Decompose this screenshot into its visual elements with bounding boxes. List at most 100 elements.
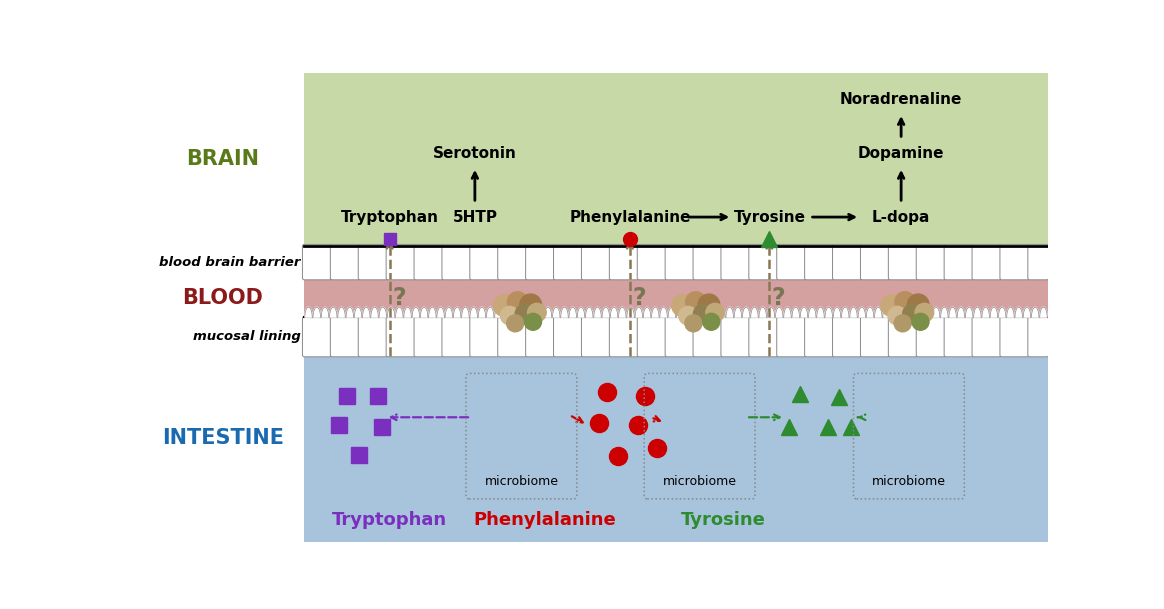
Polygon shape	[379, 308, 386, 317]
Polygon shape	[428, 308, 436, 317]
Polygon shape	[436, 308, 445, 317]
FancyBboxPatch shape	[498, 317, 527, 357]
FancyBboxPatch shape	[609, 244, 639, 280]
Circle shape	[520, 294, 541, 315]
Circle shape	[911, 313, 929, 330]
Polygon shape	[305, 308, 312, 317]
Polygon shape	[577, 308, 584, 317]
Circle shape	[694, 304, 714, 324]
Polygon shape	[718, 308, 725, 317]
Polygon shape	[734, 308, 741, 317]
Circle shape	[894, 315, 911, 332]
Polygon shape	[346, 308, 354, 317]
Polygon shape	[470, 308, 477, 317]
Polygon shape	[313, 308, 320, 317]
FancyBboxPatch shape	[832, 244, 863, 280]
Text: ?: ?	[392, 286, 406, 310]
Polygon shape	[908, 308, 915, 317]
Polygon shape	[553, 308, 560, 317]
Circle shape	[684, 315, 702, 332]
Polygon shape	[321, 308, 328, 317]
Polygon shape	[445, 308, 453, 317]
Text: microbiome: microbiome	[484, 475, 559, 488]
Circle shape	[525, 313, 541, 330]
Bar	[304, 279, 1048, 317]
Circle shape	[902, 304, 923, 324]
Polygon shape	[561, 308, 568, 317]
Polygon shape	[974, 308, 981, 317]
Polygon shape	[792, 308, 800, 317]
FancyBboxPatch shape	[748, 317, 779, 357]
Polygon shape	[767, 308, 775, 317]
FancyBboxPatch shape	[359, 317, 388, 357]
Polygon shape	[602, 308, 610, 317]
FancyBboxPatch shape	[582, 317, 611, 357]
Circle shape	[703, 313, 719, 330]
Polygon shape	[519, 308, 527, 317]
Polygon shape	[535, 308, 544, 317]
FancyBboxPatch shape	[721, 244, 751, 280]
Text: 5HTP: 5HTP	[453, 209, 497, 225]
Polygon shape	[1039, 308, 1048, 317]
Text: L-dopa: L-dopa	[872, 209, 930, 225]
Polygon shape	[585, 308, 592, 317]
Text: ?: ?	[772, 286, 786, 310]
FancyBboxPatch shape	[916, 244, 945, 280]
Polygon shape	[1023, 308, 1030, 317]
FancyBboxPatch shape	[414, 317, 443, 357]
FancyBboxPatch shape	[359, 244, 388, 280]
Polygon shape	[618, 308, 626, 317]
FancyBboxPatch shape	[331, 317, 360, 357]
FancyBboxPatch shape	[665, 317, 695, 357]
FancyBboxPatch shape	[776, 244, 807, 280]
Circle shape	[698, 294, 719, 315]
Circle shape	[907, 294, 929, 315]
Polygon shape	[957, 308, 965, 317]
Polygon shape	[817, 308, 824, 317]
FancyBboxPatch shape	[414, 244, 443, 280]
Polygon shape	[652, 308, 659, 317]
FancyBboxPatch shape	[554, 317, 583, 357]
Polygon shape	[743, 308, 750, 317]
FancyBboxPatch shape	[888, 244, 917, 280]
Text: BRAIN: BRAIN	[186, 149, 260, 169]
Text: Dopamine: Dopamine	[858, 146, 944, 161]
FancyBboxPatch shape	[1028, 244, 1049, 280]
Circle shape	[506, 315, 524, 332]
FancyBboxPatch shape	[860, 317, 890, 357]
Circle shape	[508, 292, 527, 312]
Text: BLOOD: BLOOD	[183, 288, 263, 308]
Polygon shape	[404, 308, 411, 317]
Text: mucosal lining: mucosal lining	[192, 330, 300, 343]
Polygon shape	[783, 308, 792, 317]
FancyBboxPatch shape	[582, 244, 611, 280]
FancyBboxPatch shape	[637, 317, 667, 357]
Polygon shape	[892, 308, 899, 317]
FancyBboxPatch shape	[303, 317, 332, 357]
Polygon shape	[594, 308, 602, 317]
Circle shape	[516, 304, 535, 324]
FancyBboxPatch shape	[470, 244, 499, 280]
Circle shape	[527, 303, 546, 322]
Polygon shape	[396, 308, 403, 317]
Circle shape	[679, 306, 697, 325]
Text: Phenylalanine: Phenylalanine	[569, 209, 690, 225]
Text: Serotonin: Serotonin	[433, 146, 517, 161]
Polygon shape	[709, 308, 717, 317]
Polygon shape	[850, 308, 857, 317]
FancyBboxPatch shape	[609, 317, 639, 357]
Polygon shape	[949, 308, 957, 317]
Polygon shape	[668, 308, 675, 317]
Polygon shape	[801, 308, 808, 317]
FancyBboxPatch shape	[916, 317, 945, 357]
FancyBboxPatch shape	[721, 317, 751, 357]
Text: Noradrenaline: Noradrenaline	[840, 92, 963, 107]
Circle shape	[686, 292, 705, 312]
Circle shape	[672, 295, 694, 317]
Text: microbiome: microbiome	[662, 475, 737, 488]
FancyBboxPatch shape	[832, 317, 863, 357]
Polygon shape	[503, 308, 510, 317]
Polygon shape	[636, 308, 643, 317]
Polygon shape	[965, 308, 973, 317]
Text: microbiome: microbiome	[872, 475, 946, 488]
